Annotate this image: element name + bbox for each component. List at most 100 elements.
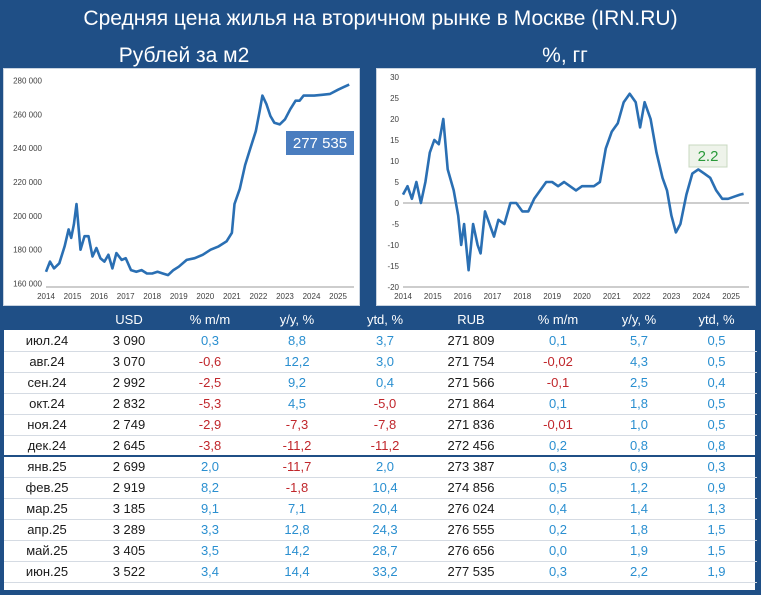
callout-box [688, 144, 728, 168]
table-row: фев.25 2 919 8,2 -1,8 10,4 274 856 0,5 1,2 0,9 [4, 477, 757, 499]
price-line-chart: 160 000 180 000 200 000 220 000 240 000 260 0… [13, 76, 354, 301]
table-cell: 0,5 [676, 414, 757, 436]
table-cell: 3 185 [90, 498, 168, 520]
table-cell: 3,4 [168, 561, 252, 583]
y-tick-label: 25 [390, 94, 399, 103]
table-cell: 3,7 [342, 330, 428, 352]
x-tick-label: 2023 [276, 292, 294, 301]
table-header-row: USD% m/m y/y, % ytd, % RUB% m/m y/y, % ytd, % [4, 309, 757, 330]
table-cell: 0,4 [676, 372, 757, 394]
table-cell: 276 656 [428, 540, 514, 562]
table-cell: -0,02 [514, 351, 602, 373]
x-tick-label: 2023 [663, 292, 681, 301]
table-cell: 9,1 [168, 498, 252, 520]
table-cell: 0,5 [676, 351, 757, 373]
table-cell: -7,3 [252, 414, 342, 436]
table-cell: 9,2 [252, 372, 342, 394]
yoy-chart-panel: -20 -15 -10 -5 0 5 10 15 20 25 30 2014 2015 2016 2017 2… [376, 68, 756, 306]
table-row: окт.24 2 832 -5,3 4,5 -5,0 271 864 0,1 1,8 0,5 [4, 393, 757, 415]
table-cell: май.25 [4, 540, 90, 562]
table-row: мар.25 3 185 9,1 7,1 20,4 276 024 0,4 1,4 1,3 [4, 498, 757, 520]
x-tick-label: 2024 [692, 292, 710, 301]
y-tick-label: 280 000 [13, 76, 42, 85]
y-tick-label: 240 000 [13, 144, 42, 153]
left-chart-subtitle: Рублей за м2 [118, 44, 250, 67]
table-cell: -5,3 [168, 393, 252, 415]
table-cell: -2,9 [168, 414, 252, 436]
price-table: USD% m/m y/y, % ytd, % RUB% m/m y/y, % ytd, %… [4, 309, 757, 583]
table-cell: 2 699 [90, 455, 168, 478]
table-cell: окт.24 [4, 393, 90, 415]
table-cell: -3,8 [168, 435, 252, 457]
x-tick-label: 2018 [143, 292, 161, 301]
table-cell: 10,4 [342, 477, 428, 499]
table-cell: 2,2 [602, 561, 676, 583]
column-header: USD [90, 309, 168, 330]
x-tick-label: 2021 [603, 292, 621, 301]
column-header: RUB [428, 309, 514, 330]
y-tick-label: 30 [390, 73, 399, 82]
table-cell: 3 522 [90, 561, 168, 583]
table-cell: 0,4 [342, 372, 428, 394]
table-cell: 8,8 [252, 330, 342, 352]
table-cell: 4,3 [602, 351, 676, 373]
table-cell: 0,3 [514, 561, 602, 583]
x-tick-label: 2016 [454, 292, 472, 301]
table-cell: июл.24 [4, 330, 90, 352]
y-tick-label: 0 [395, 199, 400, 208]
table-cell: 3 070 [90, 351, 168, 373]
x-tick-label: 2025 [722, 292, 740, 301]
y-tick-label: 5 [395, 178, 400, 187]
x-tick-label: 2014 [37, 292, 55, 301]
x-tick-label: 2015 [424, 292, 442, 301]
table-cell: -11,2 [342, 435, 428, 457]
table-cell: -2,5 [168, 372, 252, 394]
table-cell: 1,2 [602, 477, 676, 499]
table-row: янв.25 2 699 2,0 -11,7 2,0 273 387 0,3 0,9 0,3 [4, 455, 757, 478]
table-row: июн.25 3 522 3,4 14,4 33,2 277 535 0,3 2,2 1,9 [4, 561, 757, 583]
table-cell: июн.25 [4, 561, 90, 583]
table-row: ноя.24 2 749 -2,9 -7,3 -7,8 271 836 -0,01 1,0 0,… [4, 414, 757, 436]
table-cell: апр.25 [4, 519, 90, 541]
table-cell: 2,5 [602, 372, 676, 394]
table-cell: 7,1 [252, 498, 342, 520]
table-row: сен.24 2 992 -2,5 9,2 0,4 271 566 -0,1 2,5 0,4 [4, 372, 757, 394]
table-row: апр.25 3 289 3,3 12,8 24,3 276 555 0,2 1,8 1,5 [4, 519, 757, 541]
y-tick-label: 10 [390, 157, 399, 166]
table-cell: 8,2 [168, 477, 252, 499]
right-chart-subtitle: %, гг [542, 44, 588, 67]
callout-label: 2.2 [698, 148, 719, 165]
table-cell: 3 405 [90, 540, 168, 562]
table-cell: 5,7 [602, 330, 676, 352]
table-cell: фев.25 [4, 477, 90, 499]
table-cell: -0,6 [168, 351, 252, 373]
y-tick-label: 15 [390, 136, 399, 145]
x-tick-label: 2015 [64, 292, 82, 301]
column-header: y/y, % [602, 309, 676, 330]
y-tick-label: -10 [387, 241, 399, 250]
x-tick-label: 2018 [513, 292, 531, 301]
y-tick-label: 160 000 [13, 280, 42, 289]
y-tick-label: 200 000 [13, 212, 42, 221]
table-cell: 0,0 [514, 540, 602, 562]
table-cell: 3 289 [90, 519, 168, 541]
callout-label: 277 535 [293, 135, 347, 152]
table-cell: 276 024 [428, 498, 514, 520]
table-cell: 3,0 [342, 351, 428, 373]
series-line [401, 92, 744, 272]
table-cell: 277 535 [428, 561, 514, 583]
x-tick-label: 2020 [196, 292, 214, 301]
table-cell: 1,0 [602, 414, 676, 436]
table-cell: 12,8 [252, 519, 342, 541]
table-cell: 2 749 [90, 414, 168, 436]
table-cell: 0,4 [514, 498, 602, 520]
table-row: июл.24 3 090 0,3 8,8 3,7 271 809 0,1 5,7 0,5 [4, 330, 757, 352]
table-cell: 0,1 [514, 330, 602, 352]
table-cell: 20,4 [342, 498, 428, 520]
table-cell: 0,5 [676, 393, 757, 415]
table-cell: 271 566 [428, 372, 514, 394]
table-cell: сен.24 [4, 372, 90, 394]
table-cell: авг.24 [4, 351, 90, 373]
column-header [4, 309, 90, 330]
table-cell: 1,4 [602, 498, 676, 520]
